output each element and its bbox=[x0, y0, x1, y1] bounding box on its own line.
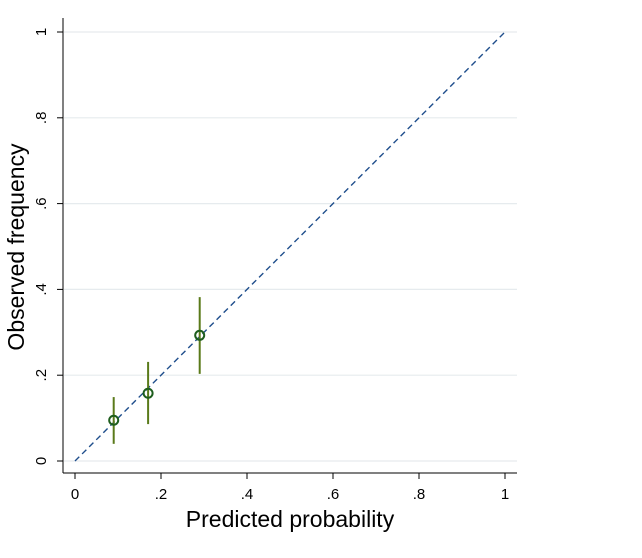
x-axis-title: Predicted probability bbox=[186, 506, 395, 532]
x-tick-label: .4 bbox=[241, 486, 254, 503]
y-tick-label: .8 bbox=[33, 112, 50, 125]
y-axis-title: Observed frequency bbox=[3, 143, 29, 351]
x-tick-label: .8 bbox=[413, 486, 426, 503]
x-tick-label: 0 bbox=[71, 486, 79, 503]
y-tick-label: .2 bbox=[33, 369, 50, 382]
point bbox=[194, 329, 206, 341]
y-tick-label: 1 bbox=[33, 28, 50, 36]
point bbox=[142, 387, 154, 399]
y-tick-label: .4 bbox=[33, 283, 50, 296]
x-tick-label: .6 bbox=[327, 486, 340, 503]
x-tick-label: 1 bbox=[501, 486, 509, 503]
x-tick-label: .2 bbox=[155, 486, 168, 503]
point bbox=[108, 414, 120, 426]
y-tick-label: .6 bbox=[33, 197, 50, 210]
y-tick-label: 0 bbox=[33, 457, 50, 465]
